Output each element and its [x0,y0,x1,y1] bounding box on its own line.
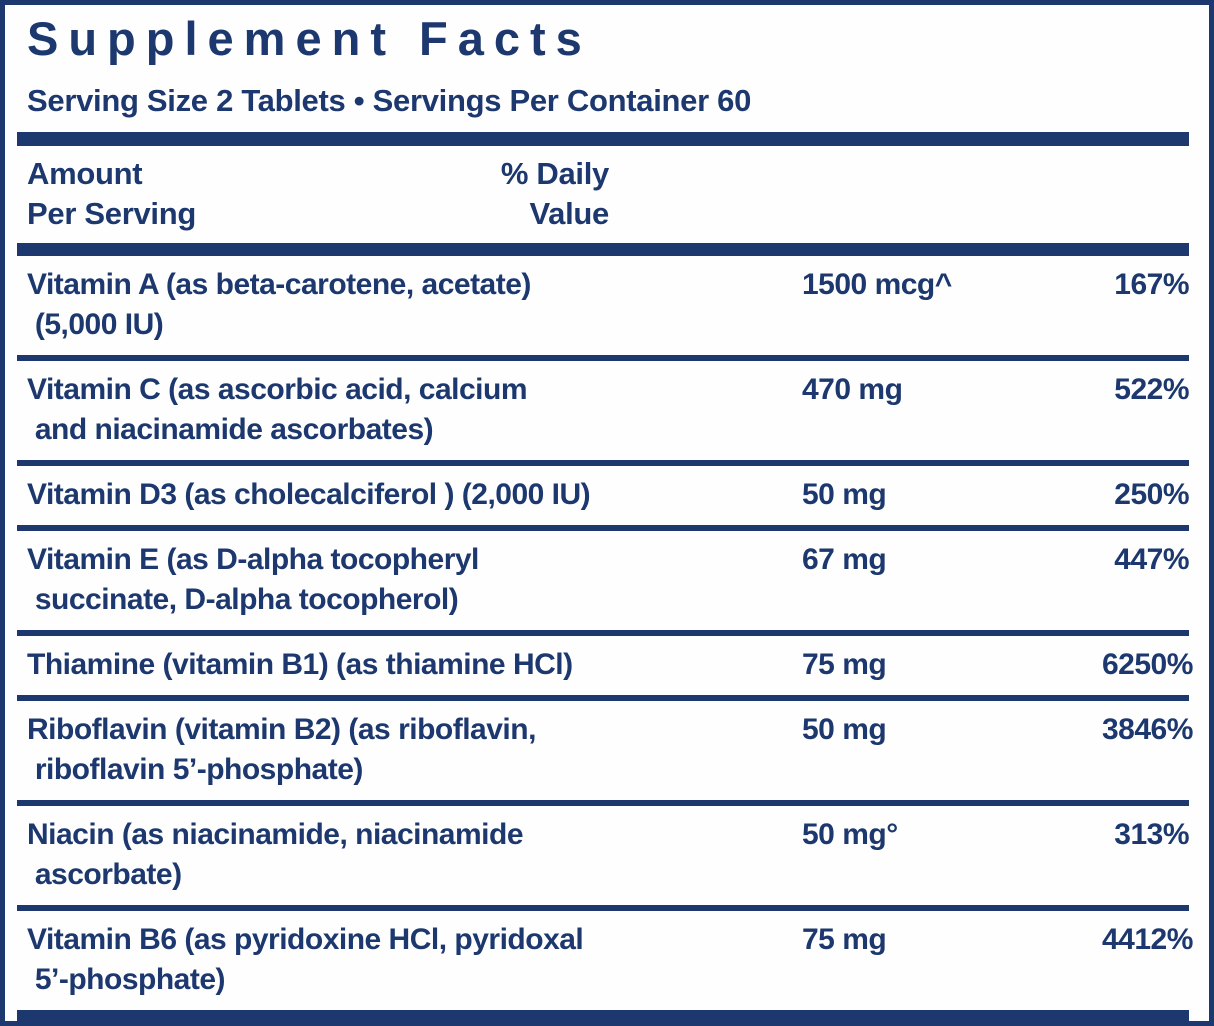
nutrient-amount: 1500 mcg^ [802,267,952,301]
nutrient-row-vitamin-c: Vitamin C (as ascorbic acid, calcium and… [5,361,1209,460]
nutrient-row-thiamine: Thiamine (vitamin B1) (as thiamine HCl) … [5,636,1209,695]
nutrient-daily-value: 6250% [1102,647,1193,681]
header-divider-bar [17,131,1189,146]
nutrient-amount: 470 mg [802,372,903,406]
serving-info: Serving Size 2 Tablets • Servings Per Co… [27,83,752,119]
row-divider [17,354,1189,361]
panel-title: Supplement Facts [27,12,592,65]
nutrient-daily-value: 447% [1114,542,1189,576]
nutrient-name: Niacin (as niacinamide, niacinamide asco… [27,817,524,891]
nutrient-daily-value: 3846% [1102,712,1193,746]
row-divider [17,459,1189,466]
nutrient-row-riboflavin: Riboflavin (vitamin B2) (as riboflavin, … [5,701,1209,800]
nutrient-name: Vitamin A (as beta-carotene, acetate) (5… [27,267,531,341]
amount-per-serving-header: Amount Per Serving [27,155,197,231]
nutrient-daily-value: 4412% [1102,922,1193,956]
columns-divider-bar [17,242,1189,256]
nutrient-daily-value: 250% [1114,477,1189,511]
nutrient-name: Vitamin E (as D-alpha tocopheryl succina… [27,542,479,616]
nutrient-name: Vitamin D3 (as cholecalciferol ) (2,000 … [27,477,591,511]
nutrient-amount: 75 mg [802,922,887,956]
nutrient-name: Riboflavin (vitamin B2) (as riboflavin, … [27,712,536,786]
nutrient-amount: 50 mg [802,712,887,746]
row-divider [17,799,1189,806]
row-divider [17,694,1189,701]
nutrient-row-vitamin-e: Vitamin E (as D-alpha tocopheryl succina… [5,531,1209,630]
nutrient-row-vitamin-d3: Vitamin D3 (as cholecalciferol ) (2,000 … [5,466,1209,525]
nutrient-daily-value: 313% [1114,817,1189,851]
nutrient-amount: 75 mg [802,647,887,681]
nutrient-name: Vitamin B6 (as pyridoxine HCl, pyridoxal… [27,922,584,996]
column-headers: Amount Per Serving % Daily Value [27,146,609,243]
row-divider [17,904,1189,911]
nutrient-row-vitamin-b6: Vitamin B6 (as pyridoxine HCl, pyridoxal… [5,911,1209,1010]
nutrient-name: Vitamin C (as ascorbic acid, calcium and… [27,372,528,446]
nutrient-daily-value: 522% [1114,372,1189,406]
bottom-divider-bar [17,1009,1189,1021]
nutrient-row-vitamin-a: Vitamin A (as beta-carotene, acetate) (5… [5,256,1209,355]
nutrient-amount: 50 mg° [802,817,898,851]
daily-value-header: % Daily Value [500,155,609,231]
nutrient-name: Thiamine (vitamin B1) (as thiamine HCl) [27,647,573,681]
nutrient-amount: 67 mg [802,542,887,576]
row-divider [17,524,1189,531]
nutrient-row-niacin: Niacin (as niacinamide, niacinamide asco… [5,806,1209,905]
nutrient-amount: 50 mg [802,477,887,511]
row-divider [17,629,1189,636]
nutrient-daily-value: 167% [1114,267,1189,301]
